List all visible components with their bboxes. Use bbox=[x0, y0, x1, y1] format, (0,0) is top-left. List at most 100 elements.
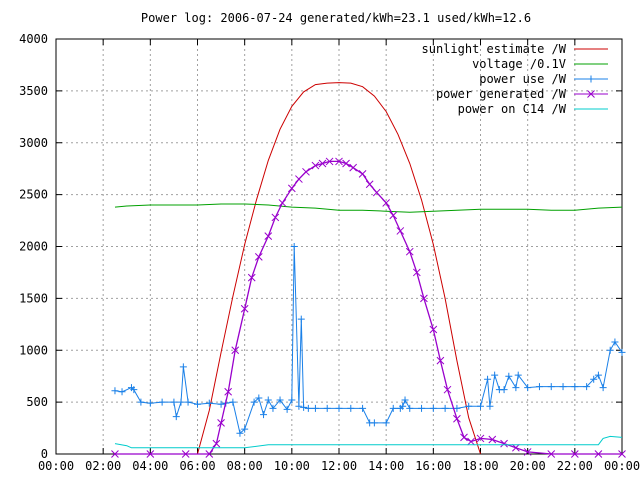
data-point bbox=[304, 404, 312, 412]
data-point bbox=[429, 404, 437, 412]
data-point bbox=[290, 243, 298, 250]
data-point bbox=[412, 268, 421, 277]
y-axis-ticks: 0 500 1000 1500 2000 2500 3000 3500 4000 bbox=[19, 32, 622, 461]
data-point bbox=[389, 404, 397, 412]
legend-label: power use /W bbox=[479, 72, 566, 86]
data-point bbox=[453, 414, 461, 423]
legend-label: voltage /0.1V bbox=[472, 57, 566, 71]
data-point bbox=[181, 450, 190, 458]
data-point bbox=[217, 400, 225, 408]
y-tick-label: 1500 bbox=[19, 291, 48, 305]
series-line bbox=[114, 435, 623, 449]
y-tick-label: 500 bbox=[26, 395, 48, 409]
data-point bbox=[547, 450, 556, 458]
data-point bbox=[300, 403, 308, 411]
data-point bbox=[587, 90, 595, 98]
data-point bbox=[130, 386, 138, 394]
data-point bbox=[570, 450, 579, 458]
data-point bbox=[514, 371, 522, 379]
series-4 bbox=[114, 435, 623, 449]
data-point bbox=[453, 404, 461, 412]
data-point bbox=[240, 304, 249, 313]
data-point bbox=[311, 161, 320, 170]
x-tick-label: 18:00 bbox=[462, 459, 498, 473]
series-0 bbox=[197, 82, 481, 455]
data-point bbox=[241, 425, 249, 433]
data-point bbox=[436, 356, 445, 365]
data-point bbox=[287, 184, 296, 193]
data-point bbox=[486, 402, 494, 410]
data-point bbox=[283, 405, 291, 413]
data-point bbox=[488, 435, 497, 444]
data-point bbox=[477, 402, 484, 410]
data-point bbox=[599, 384, 607, 392]
data-point bbox=[382, 199, 391, 207]
data-point bbox=[347, 404, 355, 412]
data-point bbox=[247, 273, 256, 282]
data-point bbox=[500, 439, 508, 448]
series-line bbox=[114, 203, 623, 213]
x-tick-label: 08:00 bbox=[227, 459, 263, 473]
data-point bbox=[137, 398, 145, 406]
data-point bbox=[524, 384, 532, 392]
data-point bbox=[229, 398, 237, 406]
data-point bbox=[212, 439, 221, 448]
data-point bbox=[260, 411, 268, 419]
data-point bbox=[382, 419, 390, 427]
y-tick-label: 0 bbox=[41, 447, 48, 461]
data-point bbox=[399, 402, 407, 410]
y-tick-label: 2000 bbox=[19, 240, 48, 254]
data-point bbox=[505, 372, 513, 380]
x-tick-label: 20:00 bbox=[510, 459, 546, 473]
data-point bbox=[547, 383, 555, 391]
data-point bbox=[236, 429, 244, 437]
data-point bbox=[111, 387, 119, 395]
data-point bbox=[523, 448, 532, 456]
data-point bbox=[146, 399, 154, 407]
data-point bbox=[158, 398, 166, 406]
data-point bbox=[396, 227, 405, 235]
data-point bbox=[512, 384, 520, 392]
data-point bbox=[231, 346, 240, 355]
data-point bbox=[429, 325, 438, 334]
series-3 bbox=[111, 157, 626, 458]
x-axis-ticks: 00:00 02:00 04:00 06:00 08:00 10:00 12:00 14:00… bbox=[38, 39, 640, 473]
chart-title: Power log: 2006-07-24 generated/kWh=23.1… bbox=[141, 11, 531, 25]
x-tick-label: 02:00 bbox=[85, 459, 121, 473]
data-point bbox=[264, 396, 272, 404]
data-point bbox=[420, 294, 428, 303]
legend-label: sunlight estimate /W bbox=[422, 42, 567, 56]
y-tick-label: 3000 bbox=[19, 136, 48, 150]
data-point bbox=[194, 400, 201, 408]
data-point bbox=[323, 404, 331, 412]
legend-label: power generated /W bbox=[436, 87, 567, 101]
data-point bbox=[146, 450, 155, 458]
data-point bbox=[295, 402, 303, 410]
data-point bbox=[335, 404, 343, 412]
data-point bbox=[500, 386, 508, 394]
data-point bbox=[441, 404, 449, 412]
data-point bbox=[618, 450, 626, 458]
data-point bbox=[401, 396, 409, 404]
data-point bbox=[118, 388, 126, 396]
data-point bbox=[358, 170, 367, 178]
data-point bbox=[460, 433, 468, 442]
data-point bbox=[179, 363, 187, 371]
x-tick-label: 00:00 bbox=[38, 459, 74, 473]
data-point bbox=[311, 404, 319, 412]
x-tick-label: 14:00 bbox=[368, 459, 404, 473]
data-point bbox=[618, 348, 626, 356]
data-point bbox=[349, 163, 358, 172]
data-point bbox=[535, 383, 543, 391]
data-point bbox=[342, 159, 350, 168]
data-point bbox=[359, 404, 367, 412]
data-point bbox=[405, 247, 414, 256]
y-tick-label: 1000 bbox=[19, 343, 48, 357]
data-point bbox=[288, 396, 296, 404]
data-point bbox=[184, 398, 192, 406]
data-point bbox=[217, 419, 225, 427]
data-point bbox=[170, 398, 178, 406]
data-point bbox=[254, 253, 263, 261]
